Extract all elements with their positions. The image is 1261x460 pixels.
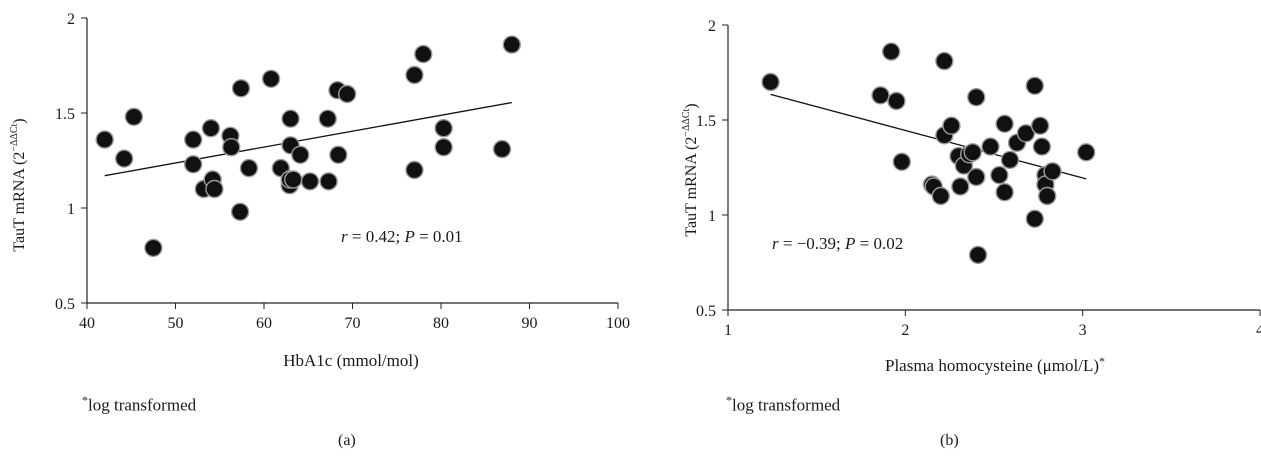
data-point [996, 184, 1013, 201]
axes-b [728, 25, 1260, 310]
data-point [996, 115, 1013, 132]
data-point [991, 167, 1008, 184]
data-point [1026, 77, 1043, 94]
data-point [206, 181, 223, 198]
data-point [494, 141, 511, 158]
data-point [1001, 151, 1018, 168]
data-point [968, 169, 985, 186]
scatter-plot-b: 1 2 3 40.511.52 TauT mRNA (2−ΔΔCt) Plasma h… [640, 0, 1261, 455]
data-point [406, 67, 423, 84]
scatter-plot-a: 40 50 60 70 80 90 100 0.5 1 1.5 2 TauT mRNA (2−ΔΔC… [0, 0, 640, 455]
correlation-annotation-b: r = −0.39; P = 0.02 [772, 234, 903, 253]
x-axis-label-b: Plasma homocysteine (μmol/L)* [885, 354, 1105, 375]
data-point [292, 146, 309, 163]
points-b [762, 43, 1095, 263]
data-point [406, 162, 423, 179]
data-point [232, 203, 249, 220]
data-point [185, 156, 202, 173]
data-point [145, 239, 162, 256]
data-point [185, 131, 202, 148]
x-tick-label: 3 [1079, 322, 1087, 339]
panel-caption-a: (a) [338, 432, 356, 450]
x-tick-label: 2 [901, 322, 909, 339]
x-tick-label: 70 [345, 315, 361, 332]
x-tick-label: 90 [522, 315, 538, 332]
x-tick-label: 1 [724, 322, 732, 339]
data-point [982, 138, 999, 155]
y-tick-label: 1 [67, 201, 75, 218]
axes-a [87, 18, 618, 303]
chart-panel-a: 40 50 60 70 80 90 100 0.5 1 1.5 2 TauT mRNA (2−ΔΔC… [0, 0, 640, 455]
y-tick-label: 1.5 [696, 113, 716, 130]
data-point [964, 144, 981, 161]
data-point [415, 46, 432, 63]
footnote-b: *log transformed [726, 393, 840, 416]
data-point [232, 80, 249, 97]
data-point [762, 74, 779, 91]
data-point [1026, 210, 1043, 227]
x-axis-label-a: HbA1c (mmol/mol) [283, 351, 419, 370]
data-point [339, 86, 356, 103]
data-point [435, 120, 452, 137]
data-point [888, 93, 905, 110]
trendline-a [105, 103, 512, 176]
panel-caption-b: (b) [940, 432, 959, 450]
data-point [302, 173, 319, 190]
data-point [319, 110, 336, 127]
trendline-b [771, 94, 1087, 179]
y-tick-label: 1.5 [55, 106, 75, 123]
x-tick-label: 100 [606, 315, 630, 332]
x-tick-label: 4 [1256, 322, 1261, 339]
correlation-annotation-a: r = 0.42; P = 0.01 [341, 227, 463, 246]
data-point [952, 178, 969, 195]
y-tick-label: 0.5 [696, 303, 716, 320]
data-point [96, 131, 113, 148]
data-point [1039, 188, 1056, 205]
data-point [1078, 144, 1095, 161]
data-point [1044, 163, 1061, 180]
y-tick-label: 2 [708, 18, 716, 35]
data-point [883, 43, 900, 60]
data-point [503, 36, 520, 53]
x-tick-label: 50 [168, 315, 184, 332]
y-tick-label: 0.5 [55, 296, 75, 313]
data-point [330, 146, 347, 163]
data-point [1033, 138, 1050, 155]
data-point [932, 188, 949, 205]
data-point [943, 117, 960, 134]
footnote-a: *log transformed [82, 393, 196, 416]
data-point [872, 87, 889, 104]
y-axis-label-a: TauT mRNA (2−ΔΔCt) [9, 118, 28, 251]
data-point [282, 110, 299, 127]
data-point [263, 70, 280, 87]
trend-line [105, 103, 512, 176]
chart-panel-b: 1 2 3 4 0.5 1 1.5 2 TauT mRNA (2−ΔΔCt) Plasma h… [640, 0, 1261, 455]
y-tick-label: 1 [708, 208, 716, 225]
data-point [223, 139, 240, 156]
data-point [435, 139, 452, 156]
data-point [968, 89, 985, 106]
data-point [285, 171, 302, 188]
trend-line [771, 94, 1087, 179]
data-point [970, 246, 987, 263]
data-point [116, 150, 133, 167]
ticks-a: 40 50 60 70 80 90 100 0.5 1 1.5 2 [55, 11, 630, 332]
x-tick-label: 80 [433, 315, 449, 332]
y-tick-label: 2 [67, 11, 75, 28]
data-point [1032, 117, 1049, 134]
data-point [893, 153, 910, 170]
data-point [320, 173, 337, 190]
x-tick-label: 40 [79, 315, 95, 332]
points-a [96, 36, 520, 256]
data-point [240, 160, 257, 177]
x-tick-label: 60 [256, 315, 272, 332]
data-point [202, 120, 219, 137]
data-point [936, 53, 953, 70]
data-point [125, 108, 142, 125]
